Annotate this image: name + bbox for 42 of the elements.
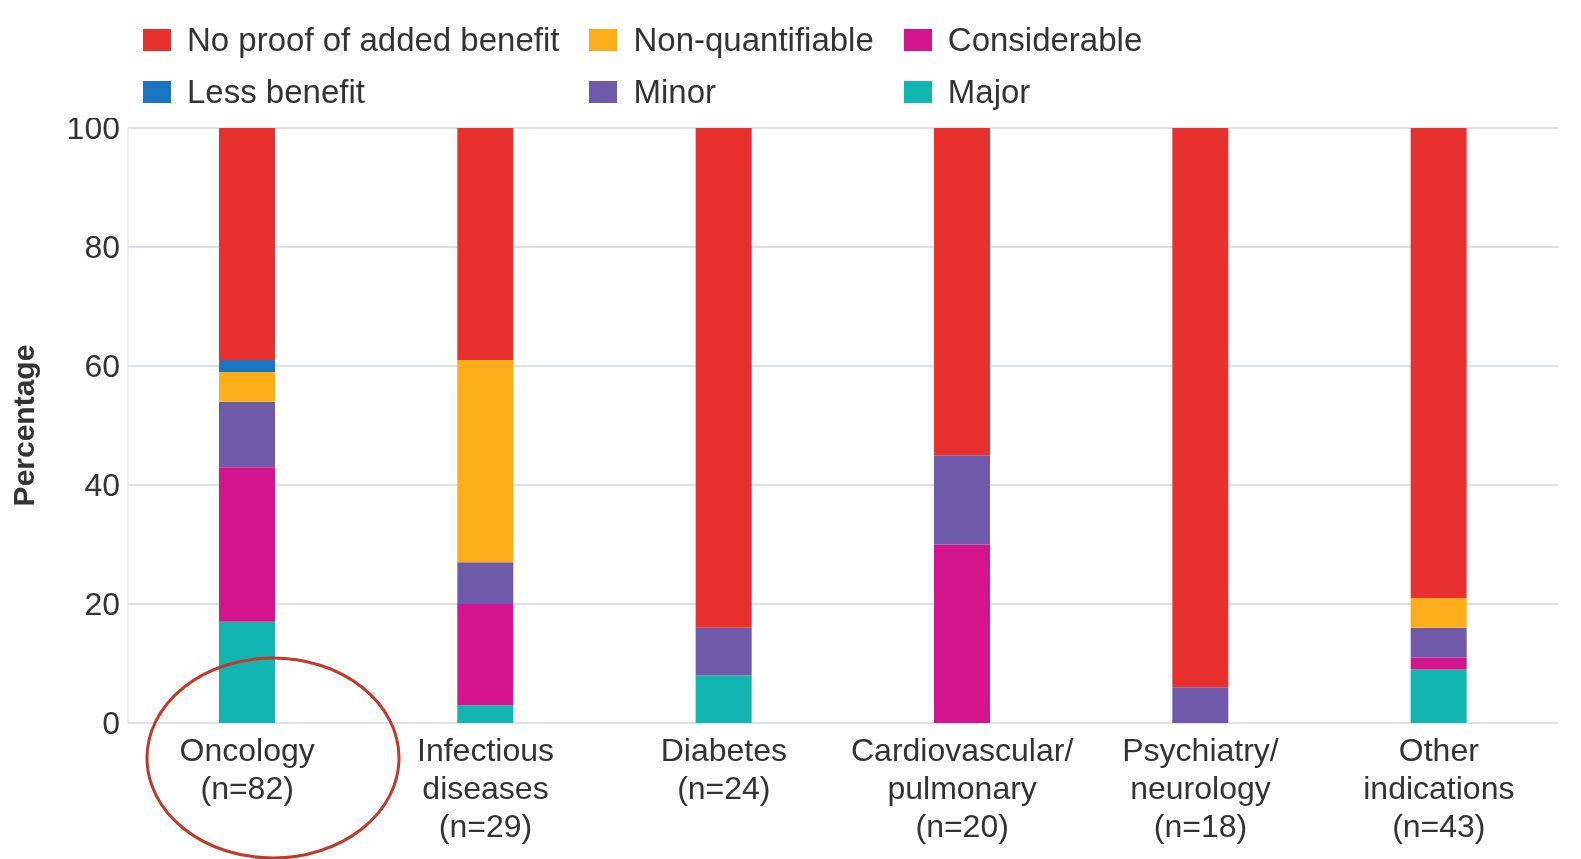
legend-label: Non-quantifiable: [632, 20, 874, 60]
bar: [457, 562, 514, 604]
x-tick-label: Diabetes (n=24): [660, 732, 787, 806]
bar: [219, 128, 275, 361]
y-tick-label: 0: [102, 705, 120, 742]
x-tick-label: Other indications (n=43): [1363, 732, 1515, 844]
legend-label: Less benefit: [186, 72, 366, 112]
bar: [219, 401, 275, 468]
bar: [1410, 627, 1467, 658]
y-tick-label: 40: [84, 467, 120, 504]
legend-label: No proof of added benefit: [186, 20, 560, 60]
bar: [695, 675, 752, 723]
bar: [1410, 128, 1467, 599]
bar: [1172, 687, 1229, 723]
y-tick-label: 20: [84, 586, 120, 623]
bar: [1410, 657, 1467, 670]
bar: [219, 360, 275, 372]
x-tick-label: Cardiovascular/ pulmonary (n=20): [851, 732, 1074, 844]
x-tick-label: Oncology (n=82): [179, 732, 315, 806]
bar: [219, 467, 275, 622]
y-tick-label: 60: [84, 348, 120, 385]
bar: [934, 128, 990, 456]
bar: [1410, 669, 1467, 723]
bar: [934, 544, 990, 723]
bar: [695, 128, 752, 628]
bar: [219, 621, 275, 723]
bar: [934, 455, 990, 545]
x-tick-label: Infectious diseases (n=29): [417, 732, 554, 844]
y-axis-title: Percentage: [6, 344, 40, 507]
bar: [457, 128, 514, 361]
legend-label: Major: [946, 72, 1032, 112]
bar: [219, 371, 275, 402]
bar: [457, 360, 514, 563]
bar: [457, 705, 514, 723]
bar: [1172, 128, 1229, 688]
y-tick-label: 80: [84, 229, 120, 266]
legend-label: Minor: [632, 72, 717, 112]
legend-label: Considerable: [946, 20, 1143, 60]
bar: [695, 627, 752, 676]
x-tick-label: Psychiatry/ neurology (n=18): [1122, 732, 1279, 844]
bar: [1410, 598, 1467, 628]
bar: [457, 604, 514, 706]
